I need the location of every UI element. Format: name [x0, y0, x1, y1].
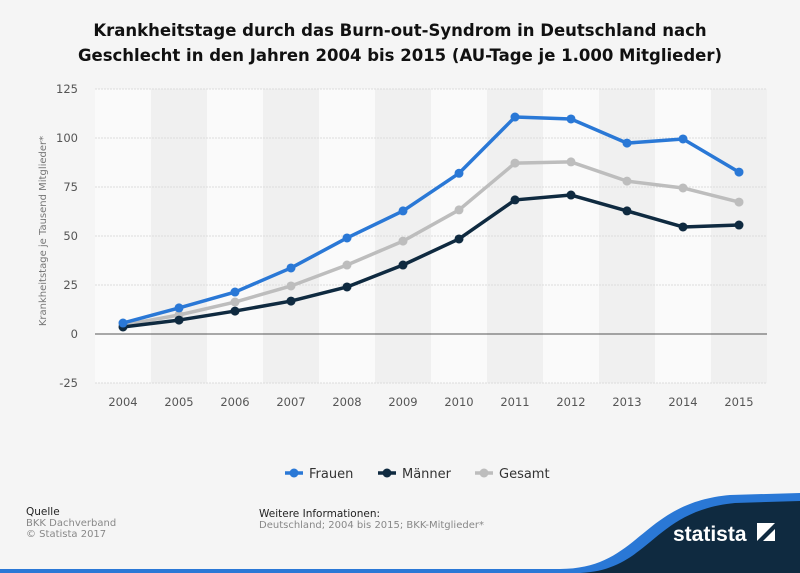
legend-label: Frauen	[309, 467, 353, 482]
series-line-Männer	[122, 193, 740, 329]
data-point-Frauen	[566, 114, 576, 124]
data-point-Frauen	[510, 112, 520, 122]
info-text: Deutschland; 2004 bis 2015; BKK-Mitglied…	[259, 520, 484, 531]
y-axis-label: Krankheitstage je Tausend Mitglieder*	[38, 136, 49, 326]
data-point-Männer	[678, 222, 688, 232]
x-tick-label: 2008	[332, 395, 361, 409]
y-tick-label: -25	[59, 376, 78, 390]
data-point-Frauen	[398, 206, 408, 216]
data-point-Frauen	[734, 167, 744, 177]
y-tick-label: 50	[63, 229, 78, 243]
data-point-Gesamt	[566, 157, 576, 167]
series-line-Gesamt	[122, 160, 740, 327]
y-tick-label: 100	[56, 131, 78, 145]
x-tick-label: 2014	[668, 395, 697, 409]
statista-wordmark: statista	[673, 523, 747, 546]
y-tick-label: 75	[63, 180, 78, 194]
data-point-Frauen	[678, 134, 688, 144]
data-point-Frauen	[118, 318, 128, 328]
legend-marker	[289, 468, 299, 478]
data-point-Frauen	[622, 138, 632, 148]
data-point-Gesamt	[510, 158, 520, 168]
data-point-Frauen	[454, 168, 464, 178]
data-point-Gesamt	[454, 205, 464, 215]
data-point-Frauen	[286, 263, 296, 273]
statista-logo-banner[interactable]: statista	[560, 473, 800, 573]
data-point-Gesamt	[342, 260, 352, 270]
legend-marker	[479, 468, 489, 478]
title-line-2: Geschlecht in den Jahren 2004 bis 2015 (…	[77, 46, 723, 65]
x-tick-label: 2011	[500, 395, 529, 409]
data-point-Frauen	[174, 303, 184, 313]
line-chart: 125 100 75 50 25 0 -25 2004 2005 2006 2007 2008 2009…	[38, 82, 767, 482]
legend-label: Männer	[402, 467, 452, 482]
data-point-Männer	[174, 315, 184, 325]
data-point-Gesamt	[622, 176, 632, 186]
data-point-Männer	[622, 206, 632, 216]
source-heading: Quelle	[26, 506, 60, 518]
data-point-Gesamt	[286, 281, 296, 291]
info-heading: Weitere Informationen:	[259, 508, 381, 520]
data-point-Männer	[510, 195, 520, 205]
x-tick-label: 2015	[724, 395, 753, 409]
data-point-Gesamt	[230, 297, 240, 307]
source-text: BKK Dachverband	[26, 518, 117, 529]
x-tick-label: 2013	[612, 395, 641, 409]
legend-label: Gesamt	[499, 467, 550, 482]
x-tick-label: 2012	[556, 395, 585, 409]
y-tick-label: 0	[71, 327, 78, 341]
data-point-Frauen	[342, 233, 352, 243]
data-point-Männer	[734, 220, 744, 230]
x-tick-label: 2007	[276, 395, 305, 409]
x-tick-label: 2010	[444, 395, 473, 409]
bottom-accent-strip	[0, 569, 562, 573]
data-point-Frauen	[230, 287, 240, 297]
data-point-Männer	[286, 296, 296, 306]
data-point-Gesamt	[678, 183, 688, 193]
series-line-Frauen	[122, 115, 740, 325]
data-point-Männer	[566, 190, 576, 200]
x-tick-label: 2009	[388, 395, 417, 409]
data-point-Männer	[230, 306, 240, 316]
legend-marker	[382, 468, 392, 478]
data-point-Männer	[398, 260, 408, 270]
data-point-Männer	[342, 282, 352, 292]
y-tick-label: 25	[63, 278, 78, 292]
chart-title: Krankheitstage durch das Burn-out-Syndro…	[0, 18, 800, 68]
info-block: Weitere Informationen: Deutschland; 2004…	[259, 508, 484, 531]
data-point-Gesamt	[734, 197, 744, 207]
title-line-1: Krankheitstage durch das Burn-out-Syndro…	[93, 21, 707, 40]
source-block: Quelle BKK Dachverband © Statista 2017	[26, 506, 116, 540]
x-tick-label: 2006	[220, 395, 249, 409]
copyright: © Statista 2017	[26, 529, 107, 540]
x-tick-label: 2004	[108, 395, 137, 409]
data-point-Männer	[454, 234, 464, 244]
y-tick-label: 125	[56, 82, 78, 96]
x-tick-label: 2005	[164, 395, 193, 409]
data-point-Gesamt	[398, 236, 408, 246]
